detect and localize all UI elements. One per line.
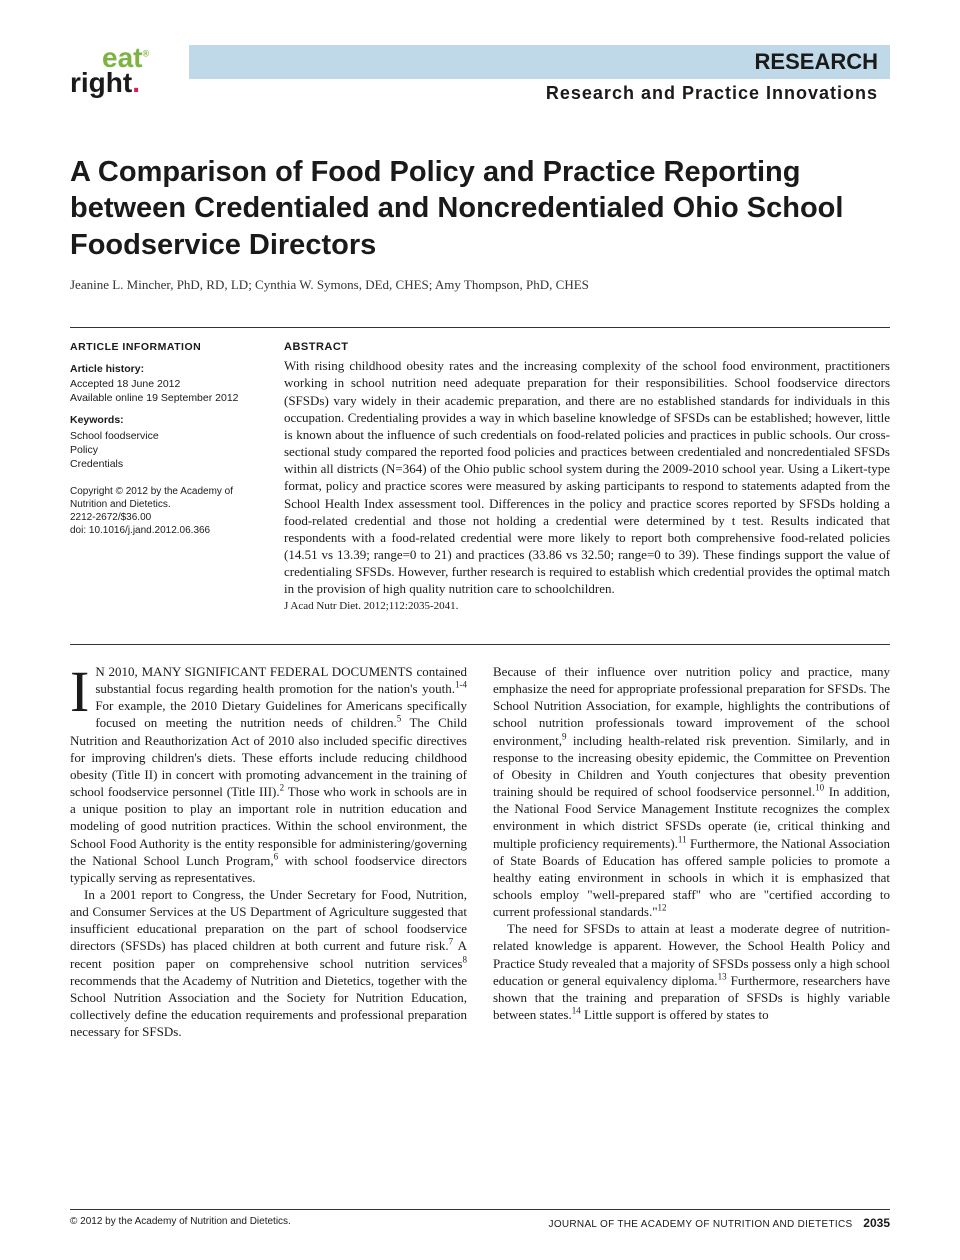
footer-journal: JOURNAL OF THE ACADEMY OF NUTRITION AND … [549,1219,853,1230]
history-heading: Article history: [70,362,258,376]
section-banner: RESEARCH Research and Practice Innovatio… [189,45,890,104]
author-list: Jeanine L. Mincher, PhD, RD, LD; Cynthia… [70,277,890,293]
footer-page-number: 2035 [863,1216,890,1230]
history-accepted: Accepted 18 June 2012 [70,377,258,391]
keywords-block: Keywords: School foodservice Policy Cred… [70,413,258,471]
eatright-logo: eat® right. [70,45,149,95]
body-para: Because of their influence over nutritio… [493,663,890,920]
keyword-item: Credentials [70,457,258,471]
citation-ref: 11 [678,834,687,844]
copyright-block: Copyright © 2012 by the Academy of Nutri… [70,485,258,537]
first-line-caps: N 2010, MANY SIGNIFICANT FEDERAL DOCUMEN… [95,664,412,679]
page-header: eat® right. RESEARCH Research and Practi… [70,45,890,104]
citation-ref: 12 [658,903,667,913]
page-footer: © 2012 by the Academy of Nutrition and D… [70,1209,890,1230]
citation-ref: 10 [815,783,824,793]
body-text: IN 2010, MANY SIGNIFICANT FEDERAL DOCUME… [70,644,890,1040]
copyright-line: Copyright © 2012 by the Academy of Nutri… [70,485,258,511]
abstract-body: With rising childhood obesity rates and … [284,357,890,597]
section-subtitle: Research and Practice Innovations [189,79,890,104]
section-label: RESEARCH [189,45,890,79]
logo-right-text: right. [70,70,140,95]
body-para: In a 2001 report to Congress, the Under … [70,886,467,1040]
abstract-block: ABSTRACT With rising childhood obesity r… [284,340,890,614]
article-info-sidebar: ARTICLE INFORMATION Article history: Acc… [70,340,258,614]
keyword-item: School foodservice [70,429,258,443]
citation-ref: 1-4 [455,680,467,690]
abstract-heading: ABSTRACT [284,340,890,355]
citation-ref: 14 [572,1006,581,1016]
article-history-block: Article history: Accepted 18 June 2012 A… [70,362,258,406]
doi-line: doi: 10.1016/j.jand.2012.06.366 [70,524,258,537]
body-column-right: Because of their influence over nutritio… [493,663,890,1040]
keywords-heading: Keywords: [70,413,258,427]
body-para: The need for SFSDs to attain at least a … [493,920,890,1023]
body-column-left: IN 2010, MANY SIGNIFICANT FEDERAL DOCUME… [70,663,467,1040]
footer-right: JOURNAL OF THE ACADEMY OF NUTRITION AND … [549,1216,890,1230]
history-online: Available online 19 September 2012 [70,391,258,405]
dropcap: I [70,663,95,716]
abstract-citation: J Acad Nutr Diet. 2012;112:2035-2041. [284,599,890,614]
article-info-heading: ARTICLE INFORMATION [70,340,258,354]
meta-abstract-block: ARTICLE INFORMATION Article history: Acc… [70,327,890,614]
body-para: IN 2010, MANY SIGNIFICANT FEDERAL DOCUME… [70,663,467,886]
keyword-item: Policy [70,443,258,457]
citation-ref: 8 [463,954,468,964]
citation-ref: 13 [718,971,727,981]
footer-copyright: © 2012 by the Academy of Nutrition and D… [70,1216,291,1230]
issn-price: 2212-2672/$36.00 [70,511,258,524]
article-title: A Comparison of Food Policy and Practice… [70,154,890,263]
